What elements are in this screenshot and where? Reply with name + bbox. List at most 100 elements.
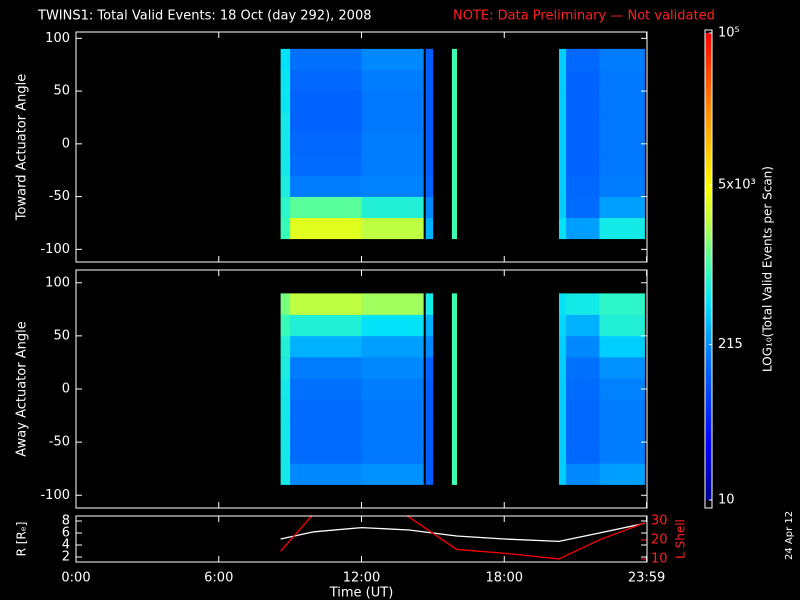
heatmap-cell [599,420,645,443]
colorbar-step [705,75,712,81]
heatmap-cell [280,463,291,485]
colorbar-step [705,149,712,155]
colorbar-step [705,56,712,61]
colorbar-step [705,231,712,236]
heatmap-cell [425,293,434,315]
heatmap-cell [558,442,567,464]
colorbar-step [705,204,712,209]
y-tick-label: 0 [62,382,70,397]
heatmap-cell [290,399,362,422]
heatmap-cell [558,378,567,400]
colorbar-step [705,391,712,396]
heatmap-cell [451,133,457,155]
line-series [280,516,645,560]
colorbar-step [705,324,712,330]
heatmap-cell [599,154,645,176]
colorbar-step [705,270,712,275]
y-tick-label: -50 [49,189,70,204]
x-tick-label: 12:00 [343,571,380,586]
colorbar-frame [704,29,713,509]
heatmap-cell [566,293,600,315]
colorbar-step [705,278,712,283]
heatmap-cell [566,217,600,240]
note: NOTE: Data Preliminary — Not validated [453,9,715,24]
heatmap-cell [451,217,457,240]
heatmap-cell [451,463,457,485]
heatmap-cell [451,196,457,218]
colorbar-step [705,317,712,322]
colorbar-step [705,243,712,248]
heatmap-cell [599,91,645,113]
heatmap-cell [290,314,362,337]
heatmap-cell [290,48,362,71]
colorbar-step [705,359,712,365]
heatmap-cell [566,335,600,358]
heatmap-cell [451,442,457,464]
colorbar-step [705,262,712,267]
heatmap-cell [558,154,567,176]
colorbar-step [705,180,712,186]
colorbar-step [705,441,712,447]
colorbar-step [705,379,712,384]
heatmap-cell [361,357,424,379]
heatmap-cell [451,357,457,379]
heatmap-cell [425,154,434,176]
colorbar-step [705,309,712,314]
heatmap-cell [361,442,424,464]
colorbar-step [705,464,712,470]
y-tick-label: 50 [53,328,70,343]
heatmap-cell [599,357,645,379]
colorbar-step [705,36,712,42]
heatmap-cell [280,91,291,113]
heatmap-cell [361,399,424,422]
heatmap-cell [451,154,457,176]
heatmap-cell [451,293,457,315]
heatmap-cell [451,112,457,134]
heatmap-cell [361,217,424,240]
heatmap-cell [280,175,291,197]
colorbar-step [705,254,712,260]
plot-frame [75,515,648,563]
heatmap-cell [558,112,567,134]
x-tick-label: 6:00 [204,571,233,586]
colorbar-step [705,328,712,334]
y2-axis-label: L Shell [674,519,688,559]
y-tick-label: 100 [45,31,70,46]
colorbar-step [705,91,712,96]
colorbar-step [705,313,712,318]
heatmap-cell [599,112,645,134]
colorbar-step [705,394,712,400]
heatmap-cell [280,357,291,379]
colorbar-step [705,48,712,53]
heatmap-cell [566,175,600,197]
colorbar-step [705,44,712,50]
heatmap-cell [425,217,434,240]
heatmap-cell [290,378,362,400]
heatmap-cell [425,463,434,485]
heatmap-cell [599,399,645,422]
heatmap-cell [451,399,457,422]
colorbar-step [705,468,712,474]
heatmap-cell [558,357,567,379]
colorbar-step [705,71,712,77]
colorbar-step [705,153,712,159]
heatmap-cell [599,378,645,400]
heatmap-cell [451,335,457,358]
colorbar-step [705,422,712,427]
colorbar-step [705,64,712,69]
y-axis-label: R [Rₑ] [15,522,29,557]
heatmap-cell [425,335,434,358]
colorbar-step [705,297,712,303]
heatmap-cell [599,196,645,218]
heatmap-cell [290,293,362,315]
heatmap-cell [566,420,600,443]
heatmap-cell [558,335,567,358]
colorbar-step [705,398,712,404]
colorbar-step [705,40,712,46]
x-axis-label: Time (UT) [329,586,394,600]
y-axis-label: Away Actuator Angle [15,321,30,456]
x-tick-label: 23:59 [628,571,665,586]
heatmap-cell [451,175,457,197]
colorbar-step [705,114,712,120]
colorbar-step [705,208,712,213]
